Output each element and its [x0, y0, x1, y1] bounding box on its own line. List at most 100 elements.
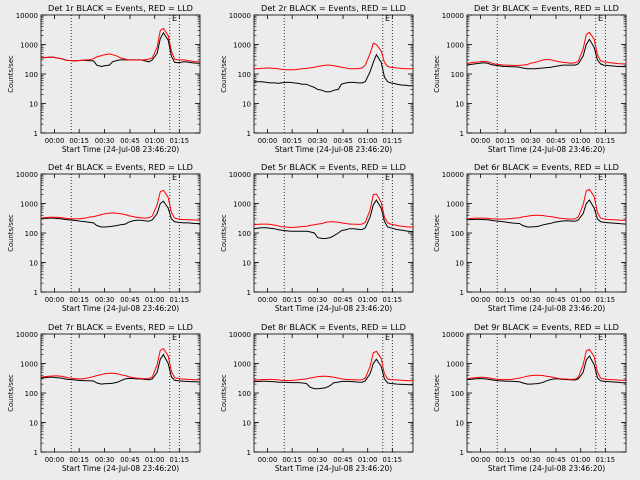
x-tick-label: 01:15 [383, 296, 403, 304]
y-tick-label: 1000 [446, 361, 464, 369]
x-tick-label: 00:45 [333, 137, 353, 145]
chart-panel-8: Det 8r BLACK = Events, RED = LLD 1 10 100 10… [220, 322, 414, 473]
x-tick-label: 00:30 [521, 296, 541, 304]
y-tick-label: 1 [247, 449, 251, 457]
x-tick-label: 01:15 [596, 296, 616, 304]
x-tick-label: 01:15 [170, 137, 190, 145]
series-line-red [40, 27, 200, 63]
chart-title: Det 3r BLACK = Events, RED = LLD [474, 3, 619, 13]
series-line-red [40, 347, 200, 381]
x-tick-label: 01:00 [571, 456, 591, 464]
series-line-black [253, 358, 413, 390]
x-tick-label: 01:00 [571, 296, 591, 304]
x-tick-label: 00:00 [258, 456, 278, 464]
series-line-black [40, 200, 200, 228]
y-tick-label: 1000 [446, 201, 464, 209]
y-tick-label: 10 [455, 101, 464, 109]
chart-panel-2: Det 2r BLACK = Events, RED = LLD 1 10 100 10… [220, 3, 414, 154]
plot-frame [253, 333, 414, 453]
x-axis-label: Start Time (24-Jul-08 23:46:20) [488, 145, 605, 154]
y-tick-label: 10 [242, 101, 251, 109]
chart-title: Det 8r BLACK = Events, RED = LLD [261, 322, 406, 332]
x-tick-label: 01:15 [383, 137, 403, 145]
y-tick-label: 10 [455, 420, 464, 428]
x-tick-label: 00:15 [69, 456, 89, 464]
chart-panel-3: Det 3r BLACK = Events, RED = LLD 1 10 100 10… [433, 3, 627, 154]
x-tick-label: 00:45 [120, 137, 140, 145]
y-tick-label: 10 [242, 260, 251, 268]
y-tick-label: 1 [34, 449, 38, 457]
series-line-black [253, 199, 414, 239]
x-axis-label: Start Time (24-Jul-08 23:46:20) [275, 304, 392, 313]
x-tick-label: 00:00 [45, 456, 65, 464]
y-axis-label: Counts/sec [433, 374, 441, 412]
series-line-red [253, 193, 413, 228]
x-tick-label: 01:00 [145, 456, 165, 464]
event-marker: E [598, 173, 603, 182]
x-tick-label: 00:00 [45, 137, 65, 145]
event-marker: E [385, 173, 390, 182]
plot-frame [40, 14, 201, 134]
y-axis-label: Counts/sec [433, 55, 441, 93]
x-axis-label: Start Time (24-Jul-08 23:46:20) [62, 145, 179, 154]
series-line-red [254, 42, 413, 71]
x-tick-label: 00:15 [282, 296, 302, 304]
y-tick-label: 10000 [442, 171, 464, 179]
y-tick-label: 1 [34, 289, 38, 297]
y-tick-label: 10000 [442, 331, 464, 339]
x-tick-label: 01:00 [358, 137, 378, 145]
y-tick-label: 1000 [446, 42, 464, 50]
x-tick-label: 00:15 [69, 137, 89, 145]
chart-title: Det 6r BLACK = Events, RED = LLD [474, 162, 619, 172]
x-tick-label: 00:45 [333, 296, 353, 304]
x-tick-label: 00:30 [95, 137, 115, 145]
x-axis-label: Start Time (24-Jul-08 23:46:20) [62, 464, 179, 473]
y-tick-label: 10 [29, 420, 38, 428]
y-axis-label: Counts/sec [220, 374, 228, 412]
plot-frame [253, 14, 414, 134]
event-marker: E [598, 14, 603, 23]
x-tick-label: 00:00 [45, 296, 65, 304]
plot-frame [40, 333, 201, 453]
y-tick-label: 10000 [442, 12, 464, 20]
y-tick-label: 100 [451, 230, 464, 238]
event-marker: E [172, 173, 177, 182]
x-axis-label: Start Time (24-Jul-08 23:46:20) [275, 145, 392, 154]
x-tick-label: 00:15 [69, 296, 89, 304]
x-tick-label: 00:45 [546, 296, 566, 304]
y-tick-label: 1000 [233, 361, 251, 369]
x-tick-label: 00:45 [546, 137, 566, 145]
plot-frame [40, 173, 201, 293]
x-tick-label: 00:30 [308, 296, 328, 304]
y-axis-label: Counts/sec [220, 214, 228, 252]
x-tick-label: 00:15 [495, 137, 515, 145]
y-tick-label: 1000 [233, 201, 251, 209]
y-tick-label: 1000 [233, 42, 251, 50]
x-tick-label: 01:15 [170, 456, 190, 464]
y-axis-label: Counts/sec [7, 374, 15, 412]
series-line-black [254, 53, 413, 93]
x-tick-label: 00:00 [471, 296, 491, 304]
series-line-black [466, 38, 627, 70]
x-tick-label: 01:00 [571, 137, 591, 145]
plot-frame [466, 173, 627, 293]
y-tick-label: 1 [34, 130, 38, 138]
x-tick-label: 00:00 [471, 137, 491, 145]
y-tick-label: 10000 [229, 12, 251, 20]
y-tick-label: 100 [238, 71, 251, 79]
x-tick-label: 00:30 [95, 296, 115, 304]
x-tick-label: 00:30 [521, 137, 541, 145]
x-axis-label: Start Time (24-Jul-08 23:46:20) [62, 304, 179, 313]
chart-panel-9: Det 9r BLACK = Events, RED = LLD 1 10 100 10… [433, 322, 627, 473]
y-tick-label: 1 [460, 289, 464, 297]
y-tick-label: 1 [460, 449, 464, 457]
y-tick-label: 10000 [16, 171, 38, 179]
series-line-red [466, 31, 626, 66]
x-tick-label: 00:30 [521, 456, 541, 464]
x-tick-label: 01:15 [596, 456, 616, 464]
y-tick-label: 100 [25, 71, 38, 79]
y-tick-label: 10000 [16, 12, 38, 20]
chart-panel-7: Det 7r BLACK = Events, RED = LLD 1 10 100 10… [7, 322, 201, 473]
chart-panel-6: Det 6r BLACK = Events, RED = LLD 1 10 100 10… [433, 162, 627, 313]
y-tick-label: 100 [25, 230, 38, 238]
